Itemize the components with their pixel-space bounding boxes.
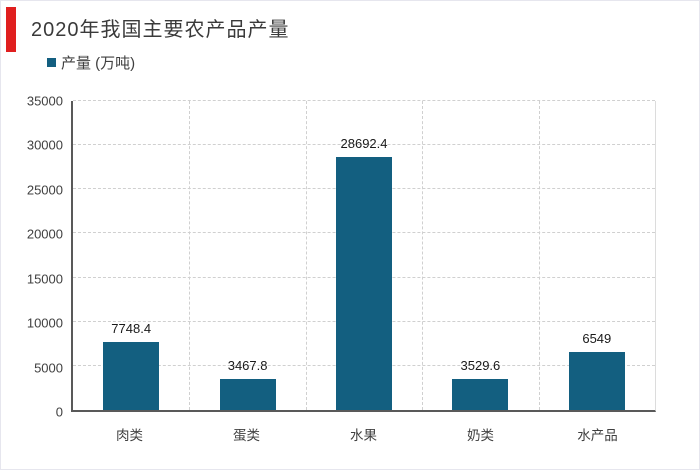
y-axis-labels: 0 5000 10000 15000 20000 25000 30000 35000: [1, 94, 63, 420]
y-tick-label: 35000: [26, 93, 63, 109]
bar: [219, 379, 276, 410]
x-tick-label: 水果: [350, 428, 377, 443]
horizontal-gridline: [73, 144, 655, 146]
bar-value-label: 7748.4: [111, 320, 152, 336]
bar-value-label: 3467.8: [227, 358, 268, 374]
y-tick-label: 30000: [26, 137, 63, 153]
y-tick-label: 15000: [26, 271, 63, 287]
legend-label: 产量 (万吨): [61, 55, 136, 72]
vertical-gridline: [305, 101, 307, 410]
vertical-gridline: [422, 101, 424, 410]
y-tick-label: 5000: [34, 360, 63, 376]
bar-value-label: 6549: [582, 331, 612, 347]
vertical-gridline: [189, 101, 191, 410]
vertical-gridline: [538, 101, 540, 410]
horizontal-gridline: [73, 100, 655, 101]
bar-value-label: 3529.6: [460, 357, 501, 373]
legend-marker-icon: [47, 58, 56, 67]
chart-title: 2020年我国主要农产品产量: [31, 19, 290, 41]
y-tick-label: 10000: [26, 315, 63, 331]
bar: [568, 352, 625, 410]
plot-area: 7748.4 3467.8 28692.4 3529.6 6549: [71, 100, 656, 412]
bar: [336, 156, 392, 410]
x-axis-labels: 肉类 蛋类 水果 奶类 水产品: [71, 424, 656, 448]
y-tick-label: 0: [55, 404, 63, 420]
x-tick-label: 蛋类: [233, 428, 260, 443]
bar: [103, 341, 160, 410]
legend: 产量 (万吨): [47, 52, 135, 73]
bar: [452, 378, 509, 410]
x-tick-label: 奶类: [467, 428, 494, 443]
x-tick-label: 肉类: [116, 428, 143, 443]
title-accent-bar: [6, 7, 16, 52]
bar-value-label: 28692.4: [340, 135, 388, 151]
y-tick-label: 20000: [26, 226, 63, 242]
y-tick-label: 25000: [26, 182, 63, 198]
x-tick-label: 水产品: [577, 428, 618, 443]
